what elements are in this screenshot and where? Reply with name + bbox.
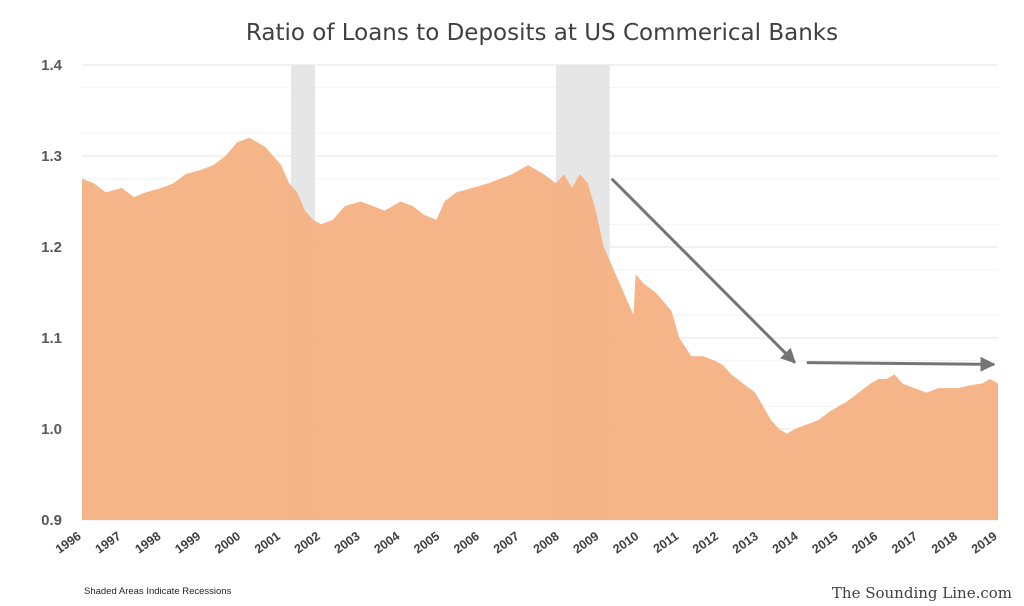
x-tick-label: 2008 bbox=[531, 529, 562, 556]
trend-arrow-0 bbox=[610, 177, 796, 364]
trend-arrow-1 bbox=[806, 356, 996, 372]
x-tick-label: 2014 bbox=[770, 529, 801, 556]
x-tick-label: 2007 bbox=[491, 529, 522, 556]
x-tick-label: 2009 bbox=[571, 529, 602, 556]
x-tick-label: 2013 bbox=[730, 529, 761, 556]
x-tick-label: 2005 bbox=[411, 529, 442, 556]
x-tick-label: 2003 bbox=[332, 529, 363, 556]
x-tick-label: 2004 bbox=[372, 529, 403, 556]
area-series bbox=[82, 137, 998, 521]
x-tick-label: 2011 bbox=[651, 529, 681, 556]
x-tick-label: 2012 bbox=[690, 529, 721, 556]
x-tick-label: 2015 bbox=[810, 529, 841, 556]
area-series-0 bbox=[82, 137, 998, 521]
x-tick-label: 1998 bbox=[133, 529, 164, 556]
y-tick-label: 1.1 bbox=[41, 330, 62, 347]
x-tick-label: 2018 bbox=[929, 529, 960, 556]
x-tick-label: 1999 bbox=[172, 529, 203, 556]
y-axis: 0.9 1.0 1.1 1.2 1.3 1.4 bbox=[41, 57, 63, 529]
chart-title: Ratio of Loans to Deposits at US Commeri… bbox=[246, 20, 838, 46]
x-axis: 1996 1997 1998 1999 2000 2001 2002 2003 2004 2005… bbox=[53, 529, 1000, 556]
x-tick-label: 2002 bbox=[292, 529, 323, 556]
y-tick-label: 1.3 bbox=[41, 148, 62, 165]
y-tick-label: 1.0 bbox=[41, 421, 62, 438]
x-tick-label: 1997 bbox=[93, 529, 124, 556]
x-tick-label: 2001 bbox=[252, 529, 283, 556]
x-tick-label: 2010 bbox=[610, 529, 641, 556]
trend-arrows bbox=[610, 177, 996, 372]
x-tick-label: 2006 bbox=[451, 529, 482, 556]
x-tick-label: 2016 bbox=[849, 529, 880, 556]
x-tick-label: 2019 bbox=[969, 529, 1000, 556]
x-tick-label: 2017 bbox=[889, 529, 920, 556]
source-label: The Sounding Line.com bbox=[832, 584, 1012, 602]
x-tick-label: 2000 bbox=[212, 529, 243, 556]
y-tick-label: 1.4 bbox=[41, 57, 63, 74]
recession-footnote: Shaded Areas Indicate Recessions bbox=[84, 586, 232, 597]
y-tick-label: 1.2 bbox=[41, 239, 62, 256]
y-tick-label: 0.9 bbox=[41, 512, 62, 529]
x-tick-label: 1996 bbox=[53, 529, 84, 556]
